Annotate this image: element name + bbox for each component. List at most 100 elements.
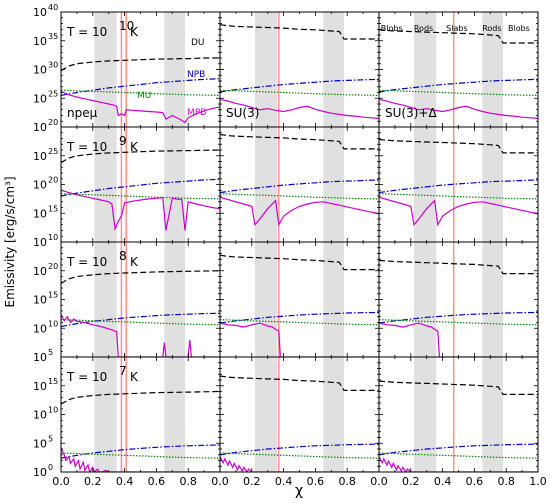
series-npb — [379, 78, 538, 93]
y-tick-exponent: 20 — [48, 118, 58, 127]
x-tick-label: 0.2 — [243, 475, 261, 488]
y-tick-label: 10 — [33, 380, 47, 393]
series-npb — [61, 178, 220, 197]
y-tick-label: 10 — [33, 35, 47, 48]
series-npb — [220, 78, 379, 93]
series-mu — [61, 89, 220, 96]
panel-frame — [219, 356, 380, 473]
series-label-mpb: MPB — [187, 108, 206, 118]
x-tick-label: 0.6 — [148, 475, 166, 488]
series-du — [220, 375, 379, 391]
y-tick-label: 10 — [33, 179, 47, 192]
x-tick-label: 0.8 — [338, 475, 356, 488]
phase-band — [413, 357, 437, 472]
series-npb — [61, 312, 220, 328]
series-du — [379, 29, 538, 44]
phase-band — [94, 12, 117, 127]
y-tick-label: 10 — [33, 466, 47, 479]
phase-band — [482, 127, 504, 242]
panel-r3-c1: 0.0 0.2 0.4 0.6 0.8 — [211, 356, 380, 488]
y-tick-label: 10 — [33, 150, 47, 163]
phase-band — [482, 242, 504, 357]
y-tick-exponent: 15 — [48, 204, 58, 213]
phase-band — [94, 357, 117, 472]
temperature-label: T = 10 — [66, 370, 107, 384]
series-npb — [379, 311, 538, 324]
y-tick-label: 10 — [33, 236, 47, 249]
y-tick-exponent: 30 — [48, 61, 58, 70]
series-mpb — [220, 322, 379, 357]
panel-curves — [61, 270, 220, 357]
phase-band — [94, 127, 117, 242]
panel-curves — [61, 390, 220, 472]
series-mu — [61, 319, 220, 326]
phase-label: Rods — [414, 24, 433, 33]
series-mpb — [61, 90, 220, 124]
series-label-du: DU — [191, 38, 205, 48]
y-tick-exponent: 0 — [48, 463, 53, 472]
phase-label: Blobs — [381, 24, 403, 33]
panel-curves — [61, 57, 220, 124]
x-tick-label: 1.0 — [529, 475, 547, 488]
series-du — [220, 24, 379, 40]
series-mu — [379, 319, 538, 326]
x-tick-label: 0.0 — [211, 475, 229, 488]
series-npb — [220, 179, 379, 194]
series-mu — [220, 319, 379, 326]
x-tick-label: 0.2 — [84, 475, 102, 488]
y-tick-exponent: 10 — [48, 319, 58, 328]
panel-curves — [220, 24, 379, 119]
y-tick-exponent: 40 — [48, 3, 58, 12]
series-npb — [61, 444, 220, 459]
y-tick-label: 10 — [33, 437, 47, 450]
series-du — [379, 380, 538, 395]
phase-label: Slabs — [446, 24, 467, 33]
temperature-unit: K — [130, 25, 139, 39]
phase-band — [94, 242, 117, 357]
y-tick-exponent: 15 — [48, 377, 58, 386]
phase-band — [482, 12, 504, 127]
series-mpb — [379, 322, 538, 357]
series-mpb — [61, 447, 220, 472]
panel-frame — [378, 126, 539, 243]
model-label: SU(3)+Δ — [385, 106, 437, 120]
temperature-exponent: 7 — [119, 364, 127, 378]
y-tick-label: 10 — [33, 294, 47, 307]
y-tick-exponent: 5 — [48, 348, 53, 357]
x-tick-label: 0.6 — [307, 475, 325, 488]
phase-band — [323, 242, 345, 357]
y-axis-label: Emissivity [erg/s/cm³] — [3, 176, 17, 307]
panel-curves — [220, 133, 379, 227]
series-du — [379, 259, 538, 275]
y-tick-exponent: 20 — [48, 262, 58, 271]
series-mpb — [220, 456, 379, 472]
series-mu — [220, 89, 379, 96]
y-tick-exponent: 10 — [48, 233, 58, 242]
y-tick-exponent: 25 — [48, 147, 58, 156]
series-du — [220, 133, 379, 150]
series-mu — [379, 193, 538, 200]
series-mpb — [61, 189, 220, 232]
model-label: SU(3) — [226, 106, 259, 120]
x-tick-label: 0.8 — [179, 475, 197, 488]
y-tick-exponent: 15 — [48, 291, 58, 300]
y-tick-exponent: 10 — [48, 406, 58, 415]
temperature-exponent: 8 — [119, 249, 127, 263]
temperature-label: T = 10 — [66, 140, 107, 154]
panel-r3-c2: 0.0 0.2 0.4 0.6 0.8 1.0 — [370, 356, 547, 488]
x-tick-label: 0.2 — [402, 475, 420, 488]
model-label: npeμ — [67, 106, 98, 120]
series-du — [220, 254, 379, 271]
x-tick-label: 0.6 — [466, 475, 484, 488]
phase-label: Blobs — [508, 24, 530, 33]
panel-curves — [379, 139, 538, 227]
phase-band — [482, 357, 504, 472]
series-mu — [61, 452, 220, 459]
temperature-unit: K — [130, 370, 139, 384]
series-mu — [220, 193, 379, 200]
series-mpb — [61, 314, 220, 357]
